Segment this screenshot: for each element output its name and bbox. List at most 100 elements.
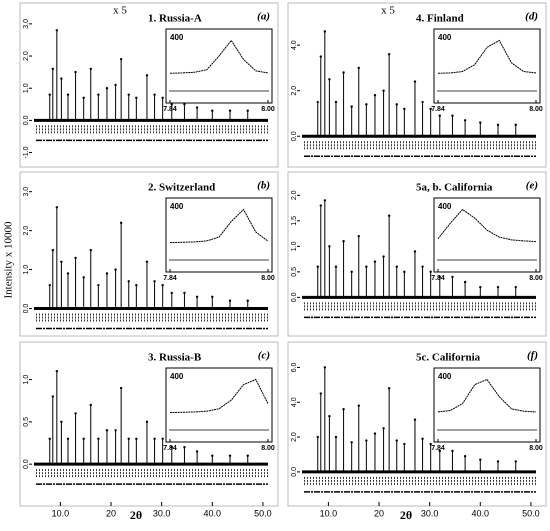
panel-letter: (a)	[257, 11, 270, 23]
peak-point	[451, 449, 454, 453]
peak-point	[119, 386, 123, 390]
peak-point	[496, 460, 500, 463]
panel-title: 4. Finland	[416, 13, 464, 25]
peak-point	[387, 214, 391, 217]
peak-point	[328, 414, 331, 418]
peak-point	[51, 248, 54, 252]
peak-point	[82, 96, 85, 100]
x-axis-label: 2θ	[400, 508, 412, 522]
peak-point	[170, 103, 173, 106]
peak-point	[334, 100, 338, 104]
peak-point	[97, 437, 100, 440]
peak-point	[119, 58, 123, 61]
peak-point	[429, 442, 432, 446]
peak-point	[153, 280, 156, 283]
x-tick-label: 50.0	[254, 508, 272, 518]
y-tick-label: 6.0	[291, 362, 298, 372]
y-tick-label: 2.0	[23, 226, 30, 236]
peak-point	[55, 206, 59, 209]
inset-x-tick-label: 7.84	[163, 445, 177, 452]
inset-profile	[437, 39, 537, 74]
peak-point	[514, 285, 517, 289]
peak-point	[403, 107, 406, 111]
inset-x-tick-label: 7.84	[431, 445, 445, 452]
inset-label: 400	[170, 33, 184, 42]
peak-point	[496, 123, 500, 127]
y-tick-label: 1.5	[291, 216, 298, 226]
peak-point	[145, 420, 149, 424]
panel-title: 5c. California	[416, 352, 481, 364]
y-tick-label: 0.0	[291, 131, 298, 141]
peak-point	[479, 458, 482, 461]
y-tick-label: 1.0	[23, 375, 30, 385]
peak-point	[463, 119, 467, 122]
y-tick-label: 1.0	[23, 83, 30, 93]
peak-point	[496, 285, 500, 289]
inset-x-tick-label: 8.00	[529, 445, 543, 452]
inset-profile	[437, 208, 537, 243]
peak-point	[319, 392, 322, 395]
peak-point	[438, 275, 441, 279]
panel-letter: (b)	[257, 180, 270, 192]
peak-point	[387, 53, 391, 56]
peak-point	[55, 29, 59, 32]
peak-point	[350, 441, 353, 444]
inset-x-tick-label: 8.00	[261, 275, 275, 282]
peak-point	[316, 265, 319, 268]
peak-point	[382, 255, 385, 258]
inset-profile	[169, 39, 269, 74]
peak-point	[105, 272, 109, 275]
peak-point	[82, 437, 85, 440]
peak-point	[183, 291, 186, 295]
inset-label: 400	[438, 372, 452, 381]
peak-point	[382, 427, 385, 430]
peak-point	[403, 442, 406, 446]
peak-point	[421, 265, 424, 268]
x-axis-label: 2θ	[130, 508, 142, 522]
y-axis-label: Intensity x 10000	[3, 221, 15, 298]
peak-point	[195, 450, 199, 453]
peak-point	[183, 103, 186, 106]
panel-letter: (c)	[258, 350, 270, 362]
y-tick-label: 2.0	[291, 86, 298, 96]
peak-point	[334, 265, 338, 268]
peak-point	[153, 437, 156, 440]
peak-point	[114, 83, 117, 87]
y-tick-label: 3.0	[23, 19, 30, 29]
peak-point	[438, 449, 441, 453]
peak-point	[350, 105, 353, 108]
peak-point	[365, 103, 368, 106]
peak-point	[211, 454, 214, 457]
peak-point	[195, 295, 199, 299]
y-tick-label: 2.0	[291, 190, 298, 200]
y-tick-label: 1.0	[291, 241, 298, 251]
peak-point	[323, 366, 327, 369]
peak-point	[127, 93, 130, 96]
peak-point	[429, 107, 432, 111]
inset-x-tick-label: 7.84	[163, 275, 177, 282]
x-tick-label: 20	[106, 508, 116, 518]
peak-point	[97, 283, 100, 287]
peak-point	[350, 270, 353, 274]
y-tick-label: 0.5	[23, 417, 30, 427]
x-tick-label: 40.0	[472, 508, 490, 518]
peak-point	[357, 66, 360, 70]
y-tick-label: 4.0	[291, 397, 298, 407]
peak-point	[74, 70, 77, 74]
x-tick-label: 30.0	[153, 508, 171, 518]
peak-point	[105, 429, 109, 432]
peak-point	[135, 283, 138, 287]
x-tick-label: 10.0	[320, 508, 338, 518]
peak-point	[319, 204, 322, 207]
x-tick-label: 10.0	[52, 508, 70, 518]
peak-point	[228, 109, 232, 112]
annotation: x 5	[113, 5, 127, 17]
panel-title: 3. Russia-B	[148, 352, 202, 364]
peak-point	[127, 437, 130, 440]
peak-point	[97, 93, 100, 96]
peak-point	[170, 291, 173, 295]
x-tick-label: 30.0	[421, 508, 439, 518]
peak-point	[373, 432, 377, 435]
peak-point	[60, 260, 63, 263]
peak-point	[328, 245, 331, 248]
